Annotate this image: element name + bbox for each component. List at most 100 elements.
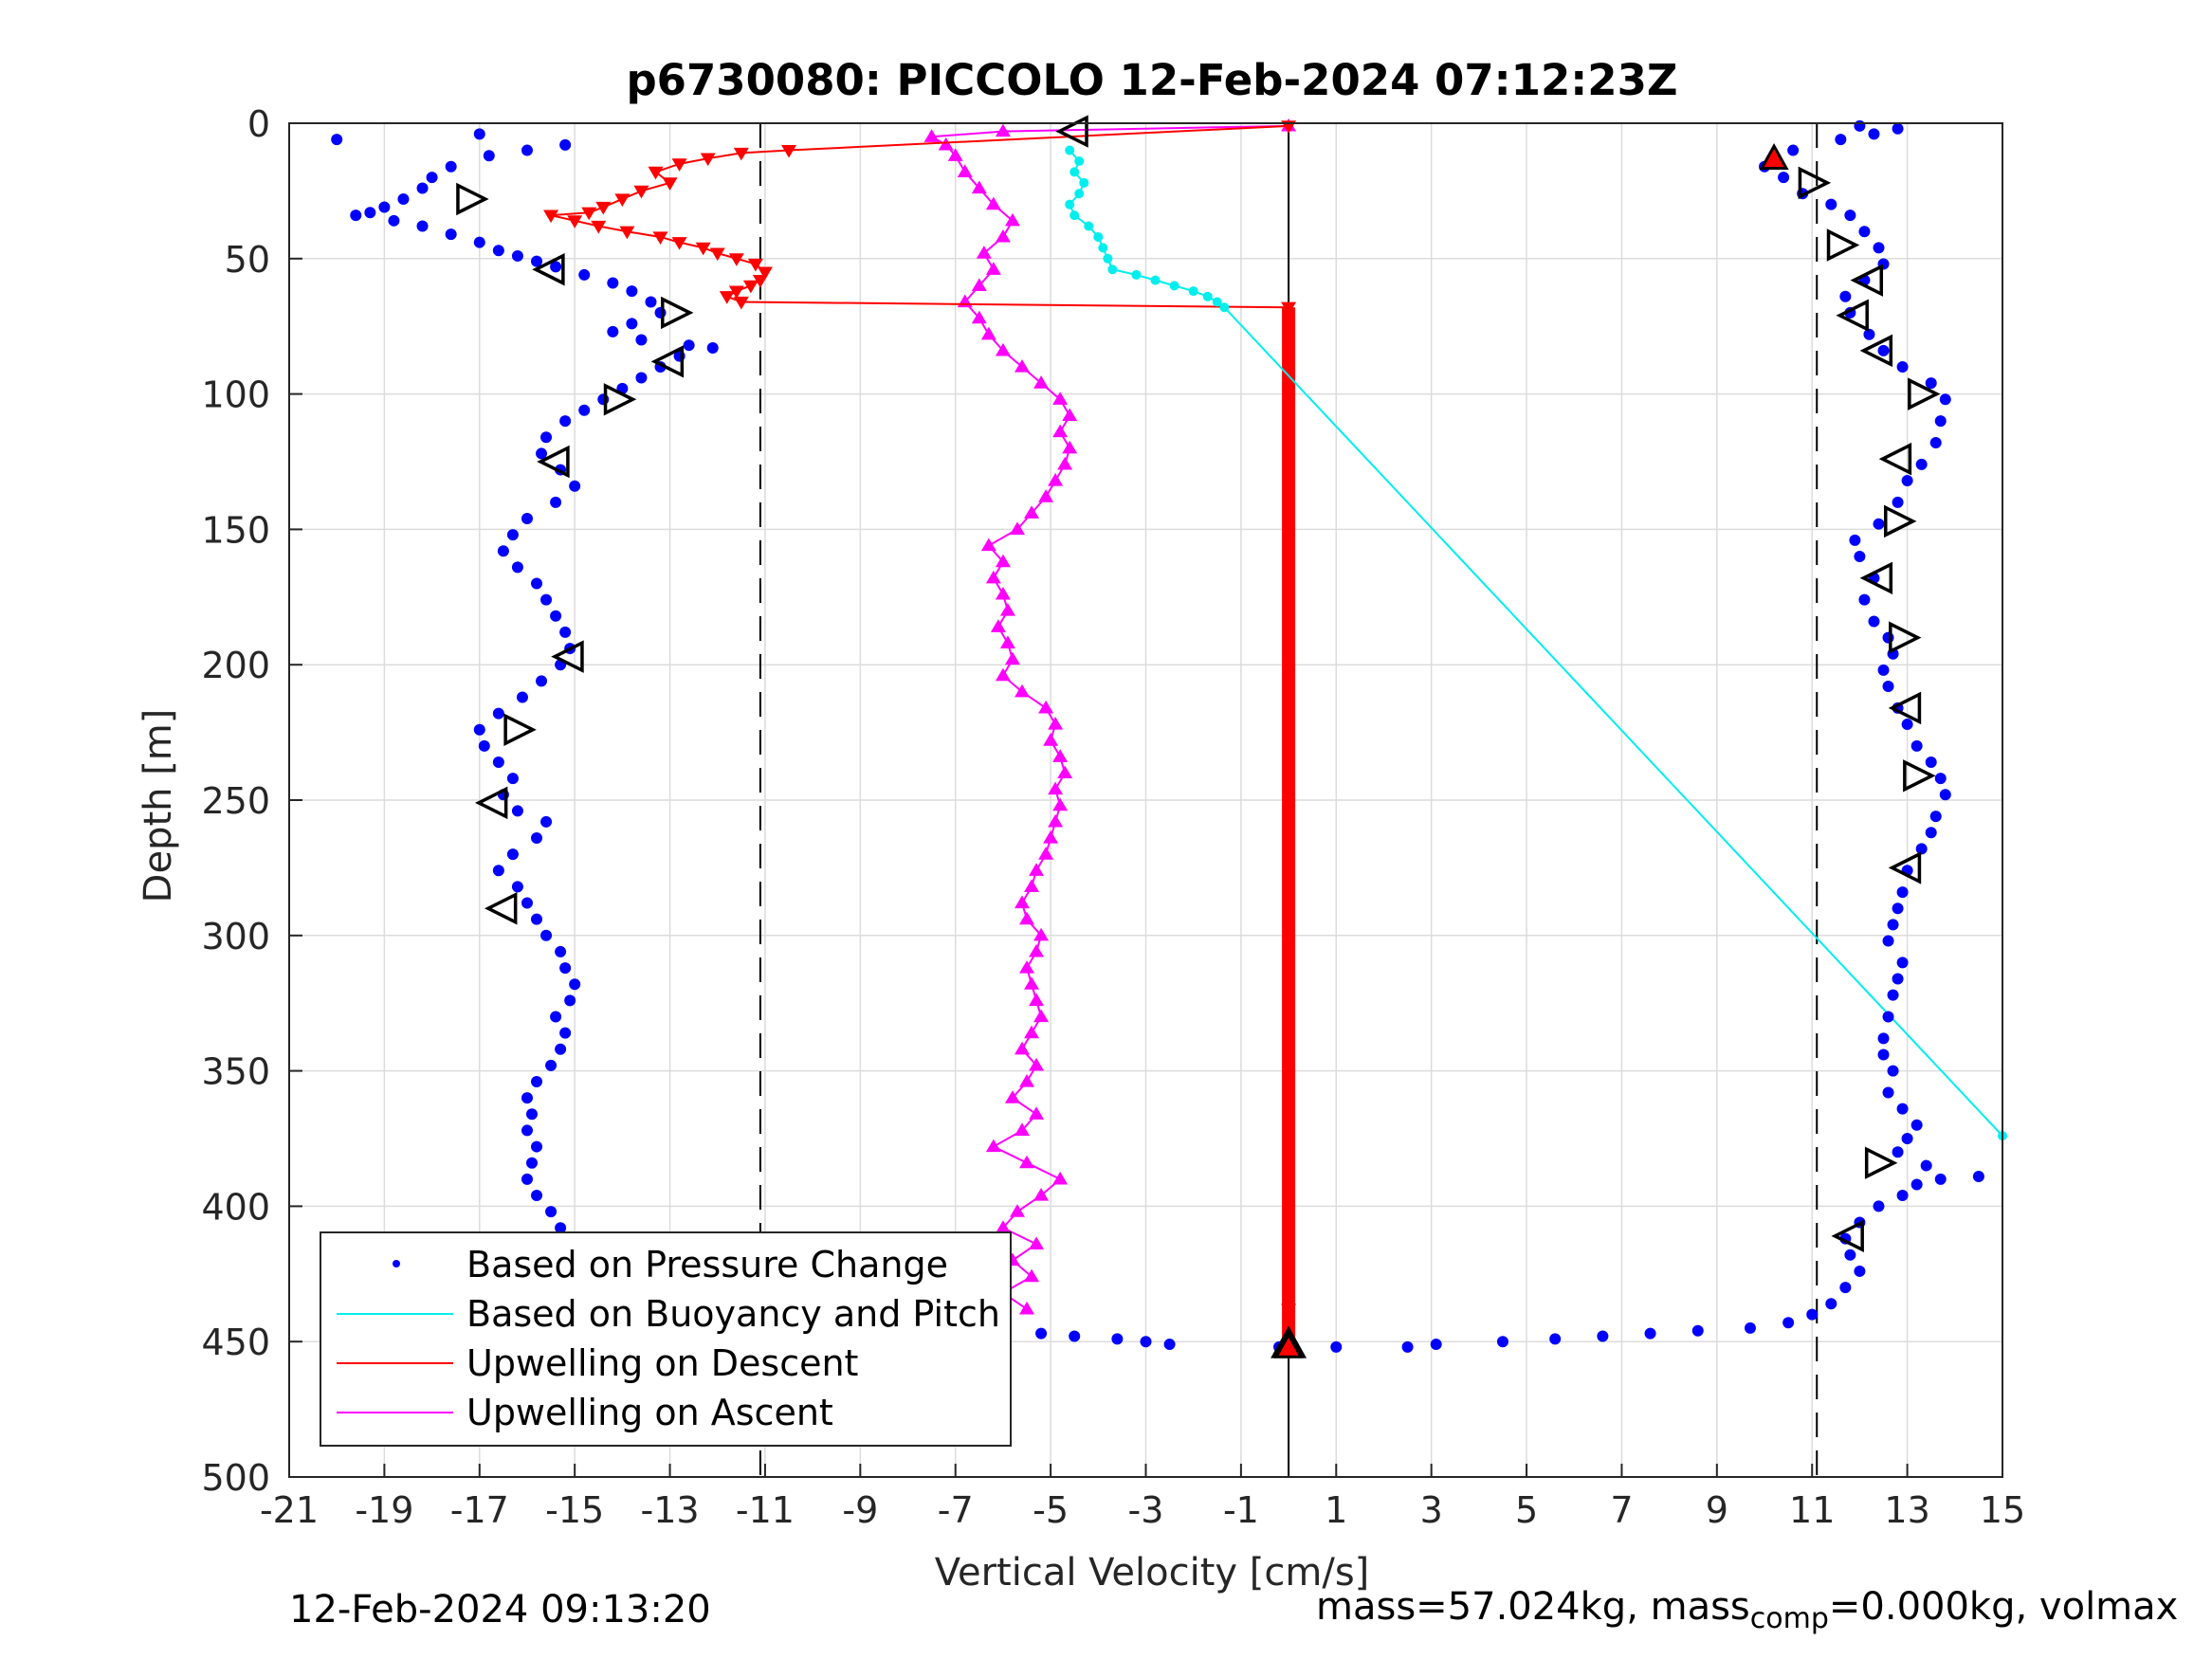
descent-upwelling-marker bbox=[662, 177, 678, 191]
ascent-upwelling-marker bbox=[995, 1220, 1011, 1233]
pressure-change-point bbox=[1896, 1189, 1909, 1201]
pressure-change-point bbox=[1873, 242, 1885, 254]
descent-upwelling-marker bbox=[781, 144, 797, 158]
pressure-change-point bbox=[1401, 1340, 1414, 1353]
buoyancy-pitch-point bbox=[1150, 275, 1161, 285]
ascent-upwelling-marker bbox=[1024, 976, 1040, 990]
pressure-change-point bbox=[506, 529, 519, 541]
pressure-change-point bbox=[564, 994, 576, 1007]
direction-triangle-marker bbox=[1859, 334, 1893, 368]
ascent-upwelling-marker bbox=[1048, 472, 1064, 486]
y-tick-label: 300 bbox=[201, 916, 270, 957]
pressure-change-point bbox=[569, 978, 581, 991]
x-tick-label: -15 bbox=[545, 1489, 604, 1531]
ascent-upwelling-marker bbox=[1004, 212, 1020, 227]
pressure-change-point bbox=[1882, 935, 1894, 947]
x-tick-label: 1 bbox=[1325, 1489, 1347, 1531]
ascent-upwelling-marker bbox=[1029, 1236, 1045, 1249]
ascent-upwelling-marker bbox=[1033, 1009, 1050, 1023]
descent-upwelling-marker bbox=[747, 258, 763, 272]
pressure-change-point bbox=[1163, 1339, 1176, 1351]
pressure-change-point bbox=[1877, 1032, 1890, 1045]
y-tick-label: 50 bbox=[225, 239, 270, 281]
descent-upwelling-marker bbox=[733, 147, 749, 161]
y-tick-label: 500 bbox=[201, 1457, 270, 1499]
pressure-change-point bbox=[536, 675, 548, 687]
direction-triangle-marker bbox=[603, 383, 637, 416]
direction-triangle-marker bbox=[1903, 759, 1936, 793]
mass-subscript: comp bbox=[1749, 1602, 1829, 1635]
pressure-change-point bbox=[1892, 1146, 1904, 1158]
pressure-change-point bbox=[1854, 550, 1866, 562]
ascent-upwelling-marker bbox=[985, 570, 1001, 584]
descent-upwelling-marker bbox=[567, 215, 583, 228]
pressure-change-point bbox=[635, 334, 648, 346]
ascent-upwelling-marker bbox=[1024, 1268, 1040, 1283]
pressure-change-point bbox=[1882, 681, 1894, 693]
descent-upwelling-marker bbox=[728, 253, 744, 266]
pressure-change-point bbox=[1787, 144, 1800, 156]
pressure-change-point bbox=[1925, 377, 1937, 390]
ascent-upwelling-marker bbox=[1029, 943, 1045, 957]
pressure-change-point bbox=[706, 342, 719, 355]
pressure-change-point bbox=[545, 1206, 558, 1218]
pressure-change-point bbox=[545, 1059, 558, 1071]
ascent-upwelling-marker bbox=[1019, 1074, 1035, 1087]
ascent-upwelling-marker bbox=[1014, 1122, 1030, 1137]
pressure-change-point bbox=[1868, 128, 1880, 140]
direction-triangle-marker bbox=[1831, 1219, 1864, 1253]
pressure-change-point bbox=[1844, 210, 1856, 222]
pressure-change-point bbox=[1854, 1265, 1866, 1277]
descent-upwelling-marker bbox=[619, 226, 635, 240]
pressure-change-point bbox=[531, 1140, 543, 1153]
descent-upwelling-marker bbox=[752, 275, 768, 288]
pressure-change-point bbox=[525, 1108, 538, 1121]
direction-triangle-marker bbox=[484, 892, 518, 925]
pressure-change-point bbox=[1882, 1011, 1894, 1023]
pressure-change-point bbox=[654, 306, 667, 319]
pressure-change-point bbox=[1892, 973, 1904, 985]
ascent-upwelling-marker bbox=[995, 586, 1011, 600]
pressure-change-point bbox=[445, 160, 457, 173]
ascent-upwelling-marker bbox=[1029, 863, 1045, 876]
pressure-change-point bbox=[555, 1043, 567, 1055]
ascent-upwelling-marker bbox=[980, 538, 996, 552]
descent-upwelling-marker bbox=[1281, 1304, 1297, 1317]
buoyancy-pitch-point bbox=[1065, 199, 1075, 210]
ascent-upwelling-marker bbox=[980, 326, 996, 340]
pressure-change-point bbox=[483, 150, 495, 162]
pressure-change-point bbox=[1901, 719, 1913, 731]
direction-triangle-marker bbox=[1864, 1146, 1898, 1179]
pressure-change-point bbox=[1972, 1170, 1984, 1182]
pressure-change-point bbox=[397, 192, 410, 205]
pressure-change-point bbox=[550, 261, 562, 273]
pressure-change-point bbox=[1892, 496, 1904, 508]
pressure-change-point bbox=[1330, 1340, 1343, 1353]
x-tick-labels: -21 -19 -17 -15 -13 -11 -9 -7 -5 -3 -1 1 3 5 7 9 11 13 15 bbox=[260, 1489, 2025, 1531]
buoyancy-pitch-point bbox=[1131, 269, 1142, 280]
x-tick-label: -9 bbox=[842, 1489, 878, 1531]
direction-triangle-marker bbox=[1888, 691, 1922, 725]
pressure-change-point bbox=[426, 172, 438, 184]
red-triangle-marker bbox=[1759, 143, 1789, 171]
direction-triangle-marker bbox=[474, 786, 508, 820]
x-tick-label: -13 bbox=[641, 1489, 700, 1531]
ascent-upwelling-marker bbox=[990, 619, 1006, 632]
pressure-change-point bbox=[521, 512, 533, 524]
pressure-change-point bbox=[492, 707, 504, 720]
y-tick-label: 450 bbox=[201, 1322, 270, 1363]
pressure-change-point bbox=[536, 447, 548, 460]
pressure-change-point bbox=[555, 945, 567, 957]
pressure-change-point bbox=[626, 318, 638, 330]
pressure-change-point bbox=[388, 214, 400, 227]
ascent-upwelling-marker bbox=[1057, 765, 1073, 779]
ascent-upwelling-marker bbox=[1043, 733, 1059, 746]
pressure-change-point bbox=[607, 325, 619, 337]
x-tick-label: -17 bbox=[450, 1489, 509, 1531]
mass-text-part1: mass=57.024kg, mass bbox=[1316, 1585, 1750, 1629]
ascent-upwelling-marker bbox=[1052, 1171, 1069, 1185]
pressure-change-point bbox=[555, 1222, 567, 1234]
ascent-upwelling-marker bbox=[1033, 927, 1050, 941]
pressure-change-point bbox=[559, 626, 572, 638]
direction-triangle-marker bbox=[1908, 377, 1941, 410]
